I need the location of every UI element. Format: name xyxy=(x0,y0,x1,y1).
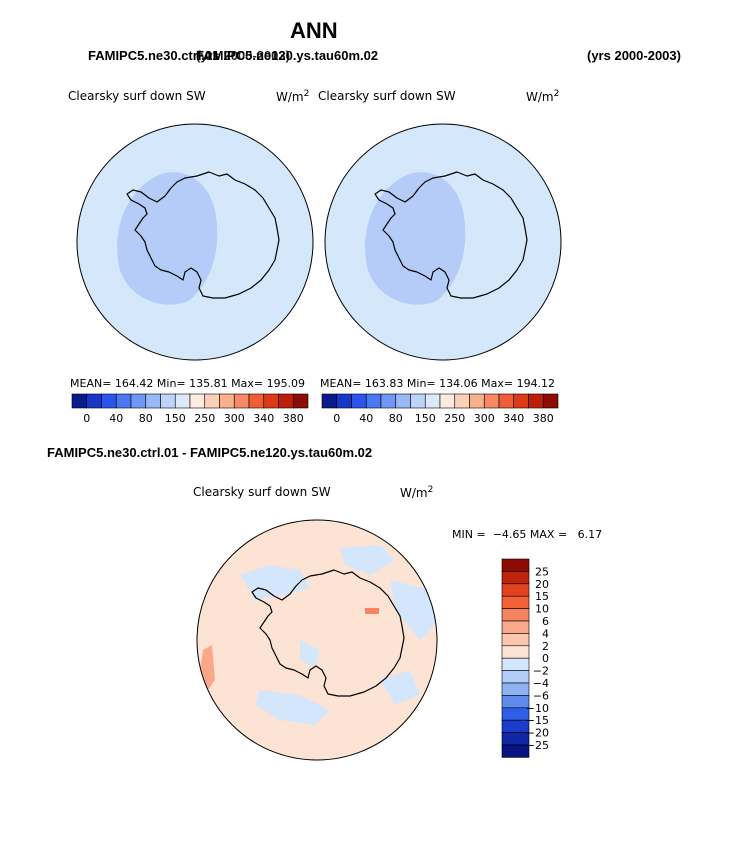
colorbar-tick-label: 80 xyxy=(389,412,403,425)
diff-colorbar-tick-label: −25 xyxy=(526,739,549,752)
diff-colorbar-swatch xyxy=(501,608,530,622)
diff-minmax: MIN = −4.65 MAX = 6.17 xyxy=(452,528,603,541)
diff-colorbar-tick-label: 4 xyxy=(542,627,549,640)
colorbar-tick-label: 250 xyxy=(194,412,215,425)
diff-map xyxy=(196,519,438,761)
colorbar-tick-label: 380 xyxy=(283,412,304,425)
colorbar-swatch xyxy=(130,393,147,409)
colorbar-swatch xyxy=(219,393,235,409)
diff-colorbar-tick-label: 15 xyxy=(535,590,549,603)
colorbar-tick-label: 40 xyxy=(109,412,123,425)
colorbar-swatch xyxy=(469,393,485,409)
colorbar-tick-label: 250 xyxy=(444,412,465,425)
colorbar-swatch xyxy=(351,393,367,409)
diff-variable-label: Clearsky surf down SW xyxy=(193,485,331,499)
diff-colorbar-tick-label: 25 xyxy=(535,565,549,578)
colorbar-tick-label: 340 xyxy=(503,412,524,425)
colorbar-tick-label: 340 xyxy=(253,412,274,425)
colorbar-swatch xyxy=(410,393,426,409)
diff-colorbar-tick-label: −4 xyxy=(533,677,549,690)
left-stats: MEAN= 164.42 Min= 135.81 Max= 195.09 xyxy=(70,377,306,390)
colorbar-swatch xyxy=(248,393,265,409)
colorbar-swatch xyxy=(71,393,88,409)
diff-colorbar-tick-label: 20 xyxy=(535,578,549,591)
colorbar-tick-label: 150 xyxy=(165,412,186,425)
colorbar-tick-label: 380 xyxy=(533,412,554,425)
right-colorbar: 0 40 80 150 250 300 340 380 xyxy=(321,393,559,425)
colorbar-swatch xyxy=(439,393,456,409)
diff-colorbar-swatch xyxy=(501,682,530,696)
colorbar-swatch xyxy=(263,393,279,409)
colorbar-swatch xyxy=(513,393,529,409)
colorbar-swatch xyxy=(292,393,309,409)
colorbar-tick-label: 80 xyxy=(139,412,153,425)
colorbar-swatch xyxy=(189,393,206,409)
left-map xyxy=(76,123,314,361)
diff-colorbar-swatch xyxy=(501,620,530,634)
main-title: ANN xyxy=(290,18,338,43)
colorbar-swatch xyxy=(498,393,515,409)
colorbar-swatch xyxy=(278,393,294,409)
diff-colorbar-swatch xyxy=(501,744,530,758)
colorbar-swatch xyxy=(483,393,500,409)
colorbar-swatch xyxy=(336,393,352,409)
diff-colorbar-tick-label: −15 xyxy=(526,714,549,727)
colorbar-swatch xyxy=(160,393,176,409)
colorbar-tick-label: 300 xyxy=(474,412,495,425)
left-variable-label: Clearsky surf down SW xyxy=(68,89,206,103)
diff-colorbar-tick-label: −6 xyxy=(533,689,549,702)
diff-colorbar-swatch xyxy=(501,657,530,671)
colorbar-tick-label: 40 xyxy=(359,412,373,425)
colorbar-swatch xyxy=(174,393,191,409)
diff-colorbar-tick-label: 0 xyxy=(542,652,549,665)
colorbar-swatch xyxy=(233,393,250,409)
colorbar-swatch xyxy=(380,393,397,409)
colorbar-swatch xyxy=(454,393,470,409)
diff-colorbar-swatch xyxy=(501,645,530,659)
colorbar-swatch xyxy=(145,393,161,409)
right-variable-label: Clearsky surf down SW xyxy=(318,89,456,103)
diff-colorbar-swatch xyxy=(501,571,530,585)
colorbar-swatch xyxy=(101,393,117,409)
colorbar-swatch xyxy=(321,393,338,409)
colorbar-swatch xyxy=(204,393,220,409)
diff-colorbar-swatch xyxy=(501,670,530,684)
colorbar-swatch xyxy=(86,393,102,409)
colorbar-swatch xyxy=(115,393,132,409)
colorbar-swatch xyxy=(542,393,559,409)
diff-colorbar-tick-label: −2 xyxy=(533,665,549,678)
colorbar-tick-label: 150 xyxy=(415,412,436,425)
diff-colorbar-swatch xyxy=(501,595,530,609)
diff-colorbar-swatch xyxy=(501,583,530,597)
case-title-overlap-c: (yrs 2000-2003) xyxy=(196,48,290,63)
right-stats: MEAN= 163.83 Min= 134.06 Max= 194.12 xyxy=(320,377,556,390)
diff-units-label: W/m2 xyxy=(400,485,434,500)
case-title-overlap-b: FAMIPC5.ne120.ys.tau60m.02 xyxy=(196,48,379,63)
colorbar-swatch xyxy=(395,393,411,409)
diff-title: FAMIPC5.ne30.ctrl.01 - FAMIPC5.ne120.ys.… xyxy=(47,445,373,460)
left-colorbar: 0 40 80 150 250 300 340 380 xyxy=(71,393,309,425)
colorbar-tick-label: 0 xyxy=(83,412,90,425)
diff-colorbar-swatch xyxy=(501,558,530,572)
colorbar-swatch xyxy=(528,393,544,409)
colorbar-swatch xyxy=(424,393,441,409)
right-units-label: W/m2 xyxy=(526,89,560,104)
case-title-years-right: (yrs 2000-2003) xyxy=(587,48,681,63)
diff-colorbar-swatch xyxy=(501,633,530,647)
diff-colorbar-tick-label: 6 xyxy=(542,615,549,628)
left-units-label: W/m2 xyxy=(276,89,310,104)
colorbar-tick-label: 300 xyxy=(224,412,245,425)
right-map xyxy=(324,123,562,361)
diff-colorbar-tick-label: −20 xyxy=(526,727,549,740)
diff-colorbar-tick-label: 10 xyxy=(535,603,549,616)
colorbar-swatch xyxy=(365,393,382,409)
diff-colorbar-tick-label: −10 xyxy=(526,702,549,715)
diff-colorbar-tick-label: 2 xyxy=(542,640,549,653)
case-title-overlap-a: FAMIPC5.ne30.ctrl.01 xyxy=(88,48,220,63)
colorbar-tick-label: 0 xyxy=(333,412,340,425)
